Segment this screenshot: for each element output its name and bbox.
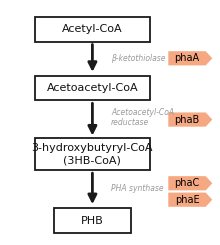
FancyBboxPatch shape: [35, 138, 150, 170]
Text: Acetoacetyl-CoA: Acetoacetyl-CoA: [47, 83, 138, 93]
FancyBboxPatch shape: [35, 17, 150, 42]
Text: phaE: phaE: [175, 195, 199, 205]
Polygon shape: [168, 51, 212, 65]
Polygon shape: [168, 112, 212, 127]
Text: phaB: phaB: [174, 115, 200, 124]
FancyBboxPatch shape: [35, 76, 150, 100]
Text: Acetyl-CoA: Acetyl-CoA: [62, 24, 123, 34]
Text: phaA: phaA: [174, 53, 200, 63]
Polygon shape: [168, 193, 212, 207]
Text: PHB: PHB: [81, 216, 104, 225]
Text: PHA synthase: PHA synthase: [111, 184, 164, 193]
FancyBboxPatch shape: [54, 208, 131, 233]
Text: 3-hydroxybutyryl-CoA
(3HB-CoA): 3-hydroxybutyryl-CoA (3HB-CoA): [32, 143, 153, 166]
Text: Acetoacetyl-CoA
reductase: Acetoacetyl-CoA reductase: [111, 108, 174, 127]
Polygon shape: [168, 176, 212, 190]
Text: phaC: phaC: [174, 178, 200, 188]
Text: β-ketothiolase: β-ketothiolase: [111, 54, 166, 63]
